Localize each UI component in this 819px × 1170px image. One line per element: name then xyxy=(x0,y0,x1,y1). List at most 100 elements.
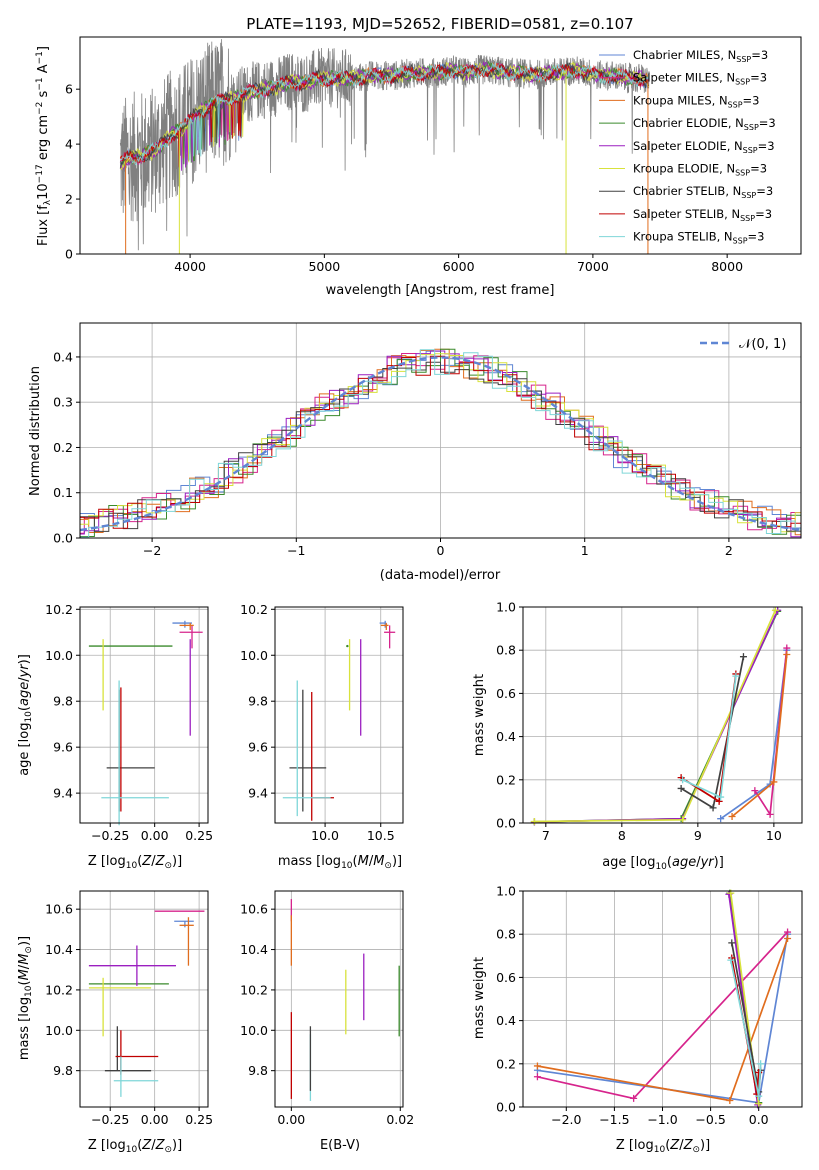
x-tick-label: 0.0 xyxy=(749,1112,769,1127)
residual-ylabel: Normed distribution xyxy=(28,366,43,496)
histogram-step-line xyxy=(80,353,801,533)
age-vs-mass-xlabel: mass [log10(M/M⊙)] xyxy=(278,854,402,871)
plus-marker xyxy=(755,1100,763,1108)
error-bars xyxy=(290,899,400,1101)
y-tick-label: 10.4 xyxy=(240,942,268,957)
x-tick-label: −0.25 xyxy=(91,828,129,843)
legend-label: Chabrier STELIB, NSSP=3 xyxy=(633,184,773,200)
x-tick-label: −2 xyxy=(143,543,161,558)
mass-vs-z-ylabel: mass [log10(M/M⊙)] xyxy=(17,936,34,1060)
weight-vs-age-panel: 7 8 9 10 0.0 0.2 0.4 0.6 0.8 1.0 xyxy=(496,600,803,843)
x-tick-label: 0.02 xyxy=(386,1112,414,1127)
legend-label: Chabrier MILES, NSSP=3 xyxy=(633,48,768,64)
y-tick-label: 0.8 xyxy=(496,643,516,658)
age-vs-z-panel: −0.25 0.00 0.25 9.4 9.6 9.8 10.0 10.2 xyxy=(45,602,213,843)
y-tick-label: 0.0 xyxy=(496,816,516,831)
y-tick-label: 10.6 xyxy=(45,902,73,917)
y-tick-label: 1.0 xyxy=(496,600,516,615)
spectrum-xlabel: wavelength [Angstrom, rest frame] xyxy=(326,283,555,298)
data-point xyxy=(346,644,349,648)
axes-frame xyxy=(522,606,803,824)
plus-marker xyxy=(715,797,723,805)
axes-frame xyxy=(274,890,404,1108)
x-tick-label: 0.00 xyxy=(141,1112,169,1127)
y-tick-label: 0.3 xyxy=(53,395,73,410)
plus-marker xyxy=(630,1094,638,1102)
y-tick-label: 9.8 xyxy=(248,694,268,709)
y-tick-label: 6 xyxy=(65,82,73,97)
histogram-step-line xyxy=(80,353,801,534)
y-tick-label: 0.4 xyxy=(496,1013,516,1028)
x-tick-label: 0 xyxy=(437,543,445,558)
x-tick-label: 0.25 xyxy=(185,828,213,843)
x-tick-label: 10 xyxy=(766,828,782,843)
y-tick-label: 10.2 xyxy=(240,602,268,617)
x-tick-label: 10.0 xyxy=(311,828,339,843)
legend-label: Salpeter ELODIE, NSSP=3 xyxy=(633,139,775,155)
y-tick-label: 10.4 xyxy=(45,942,73,957)
x-tick-label: −0.25 xyxy=(91,1112,129,1127)
y-tick-label: 9.8 xyxy=(248,1063,268,1078)
spectrum-ylabel: Flux [fλ10−17 erg cm−2 s−1 A−1] xyxy=(35,46,53,246)
spectrum-model-lines xyxy=(119,60,650,254)
y-tick-label: 10.2 xyxy=(45,602,73,617)
spectrum-title: PLATE=1193, MJD=52652, FIBERID=0581, z=0… xyxy=(246,15,633,33)
error-bars xyxy=(88,620,203,826)
x-tick-label: −1.0 xyxy=(647,1112,677,1127)
histogram-step-line xyxy=(80,349,801,538)
weight-vs-z-ylabel: mass weight xyxy=(472,957,487,1039)
legend-label: Chabrier ELODIE, NSSP=3 xyxy=(633,116,776,132)
plus-marker xyxy=(757,1060,765,1068)
plus-marker xyxy=(739,653,747,661)
plus-marker xyxy=(770,778,778,786)
x-tick-label: 0.00 xyxy=(277,1112,305,1127)
plus-marker xyxy=(709,804,717,812)
residual-legend: 𝒩(0, 1) xyxy=(700,337,786,352)
plus-marker xyxy=(679,816,687,824)
weight-vs-age-xlabel: age [log10(age/yr)] xyxy=(602,855,724,872)
legend-label: Kroupa ELODIE, NSSP=3 xyxy=(633,162,767,178)
x-tick-label: 0.25 xyxy=(185,1112,213,1127)
residual-panel: −2 −1 0 1 2 0.0 0.1 0.2 0.3 0.4 (data-model)/erro… xyxy=(28,322,802,583)
weight-vs-age-ylabel: mass weight xyxy=(472,674,487,756)
plus-marker xyxy=(533,1073,541,1081)
plus-marker xyxy=(533,1062,541,1070)
x-tick-label: 7000 xyxy=(577,259,609,274)
plus-marker xyxy=(726,1097,734,1105)
plus-marker xyxy=(728,813,736,821)
spectrum-legend: Chabrier MILES, NSSP=3 Salpeter MILES, NS… xyxy=(599,48,776,246)
x-tick-label: 2 xyxy=(725,543,733,558)
normal-curve xyxy=(79,356,802,532)
x-tick-label: 7 xyxy=(542,828,550,843)
plus-marker xyxy=(679,776,687,784)
y-tick-label: 0.6 xyxy=(496,970,516,985)
x-tick-label: 4000 xyxy=(174,259,206,274)
mass-vs-ebv-xlabel: E(B-V) xyxy=(320,1138,360,1153)
y-tick-label: 2 xyxy=(65,192,73,207)
plus-marker xyxy=(751,787,759,795)
mass-vs-ebv-panel: 0.00 0.02 9.8 10.0 10.2 10.4 10.6 xyxy=(240,890,414,1127)
y-tick-label: 0.8 xyxy=(496,927,516,942)
mass-vs-z-xlabel: Z [log10(Z/Z⊙)] xyxy=(88,1138,182,1155)
series-lines xyxy=(530,606,791,826)
plus-marker xyxy=(727,956,735,964)
y-tick-label: 4 xyxy=(65,137,73,152)
plus-marker xyxy=(732,672,740,680)
y-tick-label: 9.4 xyxy=(53,786,73,801)
y-tick-label: 9.6 xyxy=(53,740,73,755)
x-tick-label: −0.5 xyxy=(695,1112,725,1127)
error-bars xyxy=(88,910,205,1097)
legend-label: Kroupa STELIB, NSSP=3 xyxy=(633,230,764,246)
y-tick-label: 0.0 xyxy=(53,531,73,546)
age-vs-mass-panel: 10.0 10.5 9.4 9.6 9.8 10.0 10.2 xyxy=(240,602,404,843)
series-line xyxy=(534,609,779,823)
error-bars xyxy=(282,620,396,821)
legend-label: Kroupa MILES, NSSP=3 xyxy=(633,93,759,109)
y-tick-label: 10.6 xyxy=(240,902,268,917)
x-tick-label: 1 xyxy=(581,543,589,558)
x-tick-label: 9 xyxy=(694,828,702,843)
model-line xyxy=(120,62,650,166)
axes-frame xyxy=(79,606,209,824)
y-tick-label: 9.4 xyxy=(248,786,268,801)
